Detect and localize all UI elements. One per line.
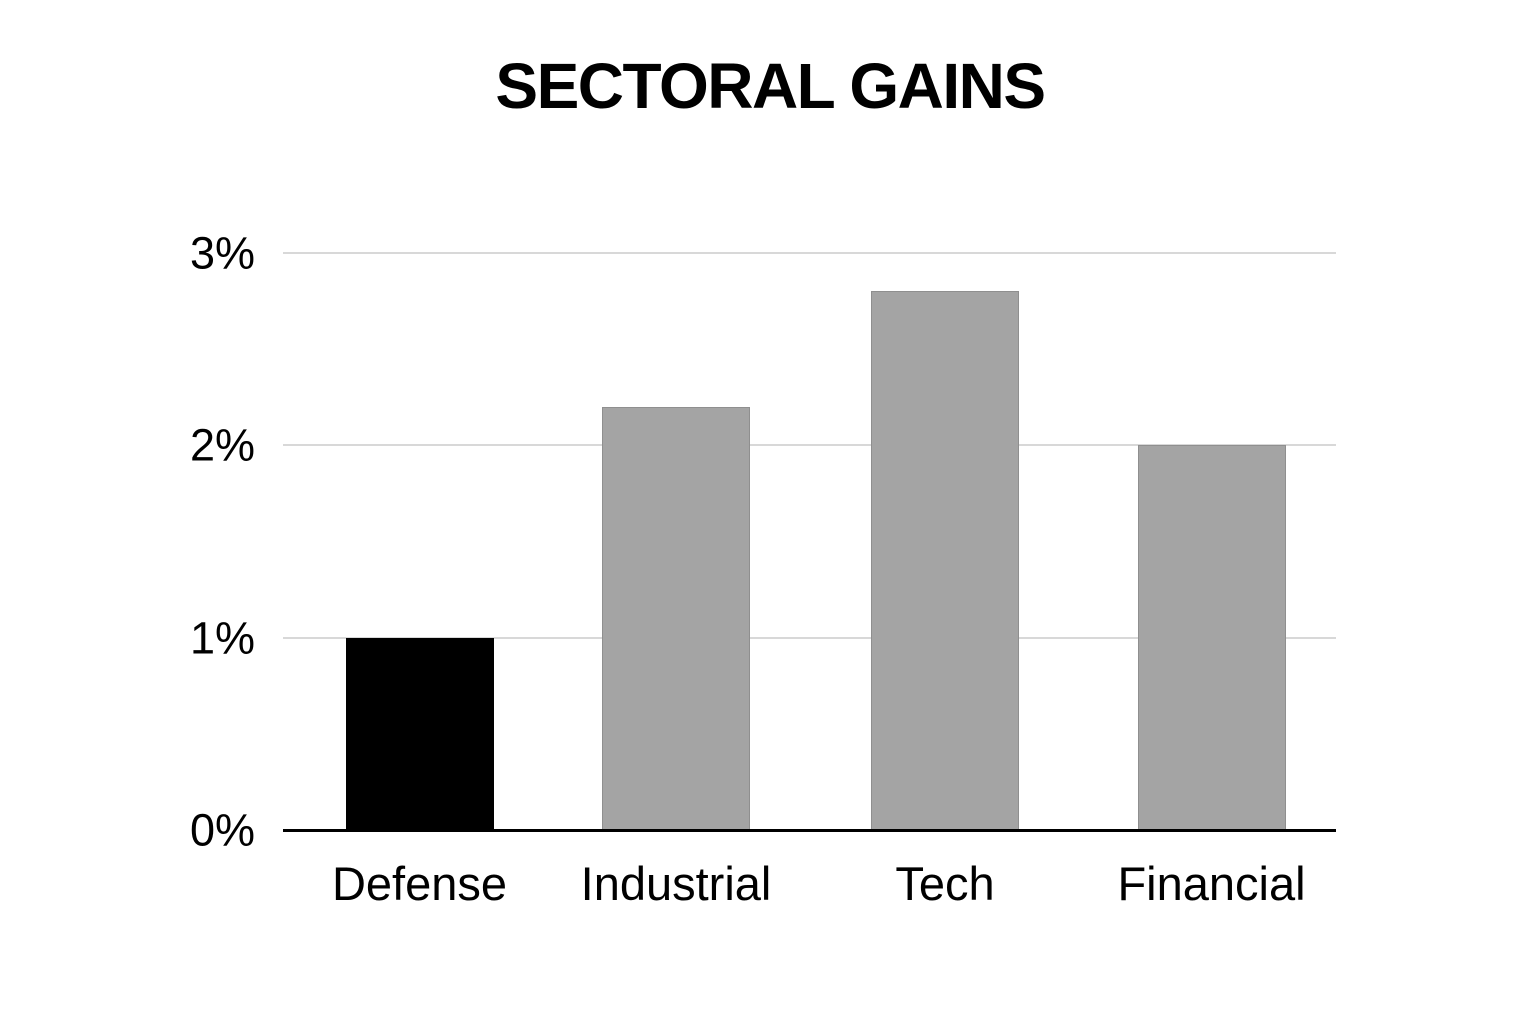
chart-title: SECTORAL GAINS <box>495 50 1046 122</box>
x-axis-label-tech: Tech <box>895 857 995 910</box>
x-axis-label-industrial: Industrial <box>580 857 772 910</box>
bar-industrial <box>602 407 750 830</box>
x-axis-label-financial: Financial <box>1117 857 1306 910</box>
y-tick-label-3%: 3% <box>189 227 255 279</box>
y-tick-label-1%: 1% <box>189 612 255 664</box>
bar-tech <box>871 291 1019 830</box>
y-tick-label-2%: 2% <box>189 419 255 471</box>
gridline-3% <box>283 252 1336 254</box>
bar-financial <box>1137 445 1286 830</box>
x-axis-line <box>283 829 1336 832</box>
y-tick-label-0%: 0% <box>189 804 255 856</box>
gridline-2% <box>283 444 1336 447</box>
x-axis-label-defense: Defense <box>331 857 508 910</box>
bar-defense <box>345 638 494 830</box>
gridline-1% <box>283 636 1336 639</box>
